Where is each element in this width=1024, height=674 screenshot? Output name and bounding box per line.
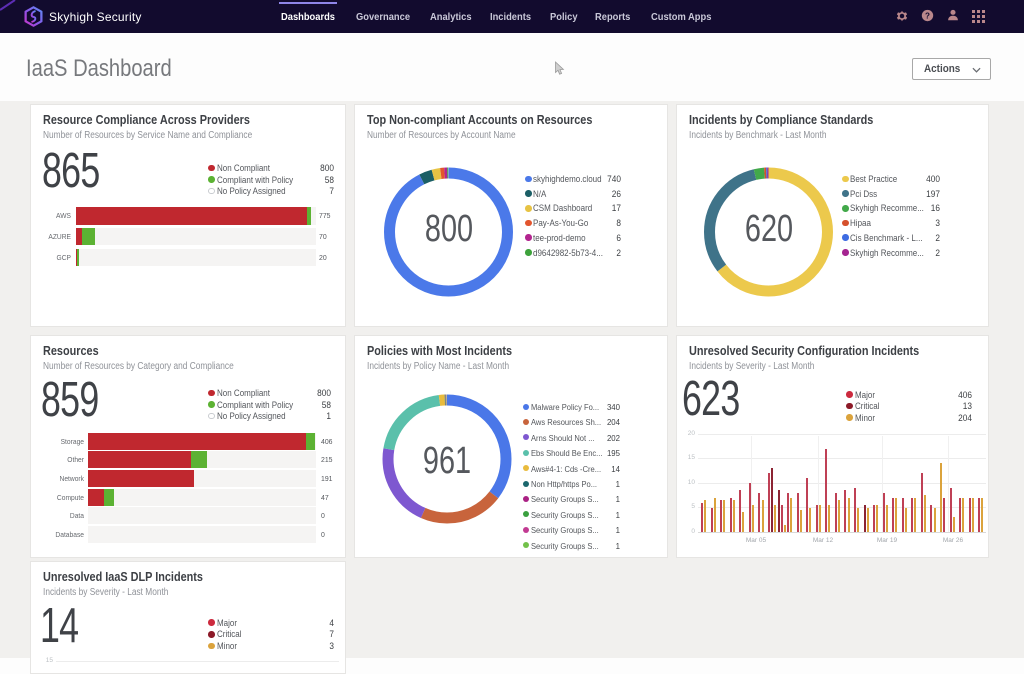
svg-text:?: ? — [925, 11, 930, 20]
